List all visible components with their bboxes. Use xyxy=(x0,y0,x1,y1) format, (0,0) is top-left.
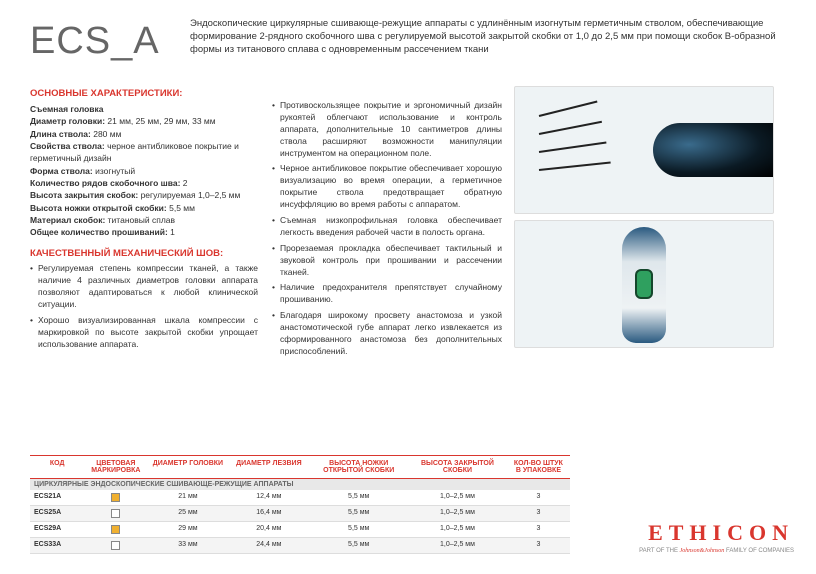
brand-block: ETHICON PART OF THE Johnson&Johnson FAMI… xyxy=(639,520,794,554)
brand-subtitle: PART OF THE Johnson&Johnson FAMILY OF CO… xyxy=(639,548,794,554)
brand-sub-post: FAMILY OF COMPANIES xyxy=(724,548,794,554)
product-image-handle xyxy=(514,220,774,348)
list-item: Хорошо визуализированная шкала компресси… xyxy=(30,315,258,351)
list-item: Регулируемая степень компрессии тканей, … xyxy=(30,263,258,311)
th-mark: ЦВЕТОВАЯ МАРКИРОВКА xyxy=(84,460,147,474)
spec-item: Съемная головка xyxy=(30,103,258,115)
table-row: ECS25A25 мм16,4 мм5,5 мм1,0–2,5 мм3 xyxy=(30,506,570,522)
list-item: Противоскользящее покрытие и эргономичны… xyxy=(272,100,502,159)
table-subheader: ЦИРКУЛЯРНЫЕ ЭНДОСКОПИЧЕСКИЕ СШИВАЮЩЕ-РЕЖ… xyxy=(30,479,570,490)
section-title-seam: КАЧЕСТВЕННЫЙ МЕХАНИЧЕСКИЙ ШОВ: xyxy=(30,246,258,259)
bullet-list-1: Регулируемая степень компрессии тканей, … xyxy=(30,263,258,350)
brand-jnj-icon: Johnson&Johnson xyxy=(680,548,725,554)
list-item: Наличие предохранителя препятствует случ… xyxy=(272,282,502,306)
column-specs: ОСНОВНЫЕ ХАРАКТЕРИСТИКИ: Съемная головка… xyxy=(30,86,272,362)
column-images xyxy=(514,86,774,362)
th-blade: ДИАМЕТР ЛЕЗВИЯ xyxy=(228,460,309,474)
product-logo: ECS_A xyxy=(30,18,190,63)
spec-item: Длина ствола: 280 мм xyxy=(30,128,258,140)
product-table: КОД ЦВЕТОВАЯ МАРКИРОВКА ДИАМЕТР ГОЛОВКИ … xyxy=(30,455,570,554)
list-item: Черное антибликовое покрытие обеспечивае… xyxy=(272,163,502,211)
handle-button-icon xyxy=(635,269,653,299)
list-item: Благодаря широкому просвету анастомоза и… xyxy=(272,310,502,358)
table-header: КОД ЦВЕТОВАЯ МАРКИРОВКА ДИАМЕТР ГОЛОВКИ … xyxy=(30,455,570,479)
spec-list: Съемная головкаДиаметр головки: 21 мм, 2… xyxy=(30,103,258,238)
th-code: КОД xyxy=(30,460,84,474)
table-row: ECS21A21 мм12,4 мм5,5 мм1,0–2,5 мм3 xyxy=(30,490,570,506)
product-description: Эндоскопические циркулярные сшивающе-реж… xyxy=(190,18,794,56)
spec-item: Общее количество прошиваний: 1 xyxy=(30,226,258,238)
th-diam: ДИАМЕТР ГОЛОВКИ xyxy=(147,460,228,474)
list-item: Прорезаемая прокладка обеспечивает такти… xyxy=(272,243,502,279)
table-body: ECS21A21 мм12,4 мм5,5 мм1,0–2,5 мм3ECS25… xyxy=(30,490,570,554)
column-features: Противоскользящее покрытие и эргономичны… xyxy=(272,86,514,362)
probe-body-icon xyxy=(653,123,773,177)
th-leg: ВЫСОТА НОЖКИ ОТКРЫТОЙ СКОБКИ xyxy=(309,460,408,474)
spec-item: Материал скобок: титановый сплав xyxy=(30,214,258,226)
table-row: ECS33A33 мм24,4 мм5,5 мм1,0–2,5 мм3 xyxy=(30,538,570,554)
brand-logo: ETHICON xyxy=(639,520,794,546)
spec-item: Высота закрытия скобок: регулируемая 1,0… xyxy=(30,189,258,201)
handle-icon xyxy=(622,227,666,343)
header: ECS_A Эндоскопические циркулярные сшиваю… xyxy=(0,0,816,78)
spec-item: Высота ножки открытой скобки: 5,5 мм xyxy=(30,202,258,214)
spec-item: Диаметр головки: 21 мм, 25 мм, 29 мм, 33… xyxy=(30,115,258,127)
brand-sub-pre: PART OF THE xyxy=(639,548,680,554)
list-item: Съемная низкопрофильная головка обеспечи… xyxy=(272,215,502,239)
spec-item: Форма ствола: изогнутый xyxy=(30,165,258,177)
table-row: ECS29A29 мм20,4 мм5,5 мм1,0–2,5 мм3 xyxy=(30,522,570,538)
spec-item: Свойства ствола: черное антибликовое пок… xyxy=(30,140,258,165)
product-image-tips xyxy=(514,86,774,214)
section-title-specs: ОСНОВНЫЕ ХАРАКТЕРИСТИКИ: xyxy=(30,86,258,99)
bullet-list-2: Противоскользящее покрытие и эргономичны… xyxy=(272,100,502,358)
main-content: ОСНОВНЫЕ ХАРАКТЕРИСТИКИ: Съемная головка… xyxy=(0,78,816,362)
spec-item: Количество рядов скобочного шва: 2 xyxy=(30,177,258,189)
th-pack: КОЛ-ВО ШТУК В УПАКОВКЕ xyxy=(507,460,570,474)
th-closed: ВЫСОТА ЗАКРЫТОЙ СКОБКИ xyxy=(408,460,507,474)
